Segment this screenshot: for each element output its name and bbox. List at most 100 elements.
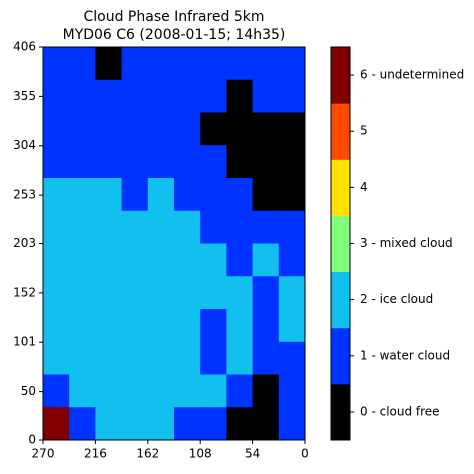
x-tick-label: 0 xyxy=(301,447,309,461)
cell xyxy=(69,79,96,113)
cell xyxy=(69,407,96,441)
y-tick-label: 406 xyxy=(13,40,36,54)
y-tick-label: 152 xyxy=(13,285,36,299)
cell xyxy=(121,243,149,277)
cell xyxy=(69,309,96,343)
cell xyxy=(278,178,306,212)
cell xyxy=(174,374,201,408)
cell xyxy=(226,276,254,310)
cell xyxy=(121,309,149,343)
cell xyxy=(43,407,70,441)
cell xyxy=(226,79,254,113)
x-tick-label: 108 xyxy=(189,447,212,461)
cell xyxy=(43,112,70,146)
cell xyxy=(43,309,70,343)
cell xyxy=(278,210,306,244)
colorbar-segment xyxy=(331,103,350,160)
cell xyxy=(174,243,201,277)
cell xyxy=(95,243,123,277)
x-tick-label: 162 xyxy=(136,447,159,461)
cell xyxy=(43,79,70,113)
cell xyxy=(200,341,227,375)
cell xyxy=(121,210,149,244)
colorbar-segment xyxy=(331,271,350,329)
cell xyxy=(147,47,175,81)
y-tick-label: 355 xyxy=(13,89,36,103)
cell xyxy=(95,341,123,375)
colorbar-label: 2 - ice cloud xyxy=(360,292,433,306)
cell xyxy=(43,210,70,244)
cell xyxy=(147,276,175,310)
cell xyxy=(147,341,175,375)
cell xyxy=(43,243,70,277)
cell xyxy=(174,407,201,441)
cell xyxy=(200,79,227,113)
cell xyxy=(147,407,175,441)
colorbar-label: 6 - undetermined xyxy=(360,68,464,82)
cell xyxy=(252,276,280,310)
cell xyxy=(174,210,201,244)
cell xyxy=(252,112,280,146)
cell xyxy=(95,112,123,146)
y-tick-label: 50 xyxy=(21,384,36,398)
y-tick-label: 203 xyxy=(13,236,36,250)
cell xyxy=(278,309,306,343)
cell xyxy=(200,374,227,408)
cell xyxy=(95,374,123,408)
y-tick-label: 304 xyxy=(13,138,36,152)
colorbar-segment xyxy=(331,327,350,385)
cell xyxy=(95,178,123,212)
cell xyxy=(226,47,254,81)
cell xyxy=(69,210,96,244)
x-tick-label: 54 xyxy=(245,447,260,461)
cell xyxy=(226,178,254,212)
cell xyxy=(147,309,175,343)
cell xyxy=(69,47,96,81)
cell xyxy=(147,210,175,244)
cell xyxy=(95,145,123,179)
y-tick-label: 253 xyxy=(13,188,36,202)
colorbar-segment xyxy=(331,47,350,104)
cell xyxy=(121,112,149,146)
cell xyxy=(226,309,254,343)
chart-subtitle: MYD06 C6 (2008-01-15; 14h35) xyxy=(63,27,286,43)
cell xyxy=(69,112,96,146)
cell xyxy=(69,341,96,375)
cell xyxy=(226,112,254,146)
cell xyxy=(43,276,70,310)
cell xyxy=(69,178,96,212)
colorbar-label: 3 - mixed cloud xyxy=(360,236,453,250)
cell xyxy=(200,243,227,277)
cell xyxy=(95,210,123,244)
cell xyxy=(147,112,175,146)
cell xyxy=(252,79,280,113)
cell xyxy=(278,276,306,310)
x-tick-label: 270 xyxy=(32,447,55,461)
cell xyxy=(226,210,254,244)
cell xyxy=(95,407,123,441)
colorbar-segment xyxy=(331,383,350,441)
cell xyxy=(95,47,123,81)
cell xyxy=(147,145,175,179)
cell xyxy=(278,243,306,277)
cell xyxy=(43,341,70,375)
cell xyxy=(95,79,123,113)
x-tick-label: 216 xyxy=(84,447,107,461)
cell xyxy=(121,341,149,375)
cell xyxy=(252,145,280,179)
cell xyxy=(95,276,123,310)
cell xyxy=(174,276,201,310)
cell xyxy=(226,243,254,277)
cell xyxy=(226,145,254,179)
cell xyxy=(252,210,280,244)
cell xyxy=(278,112,306,146)
cell xyxy=(200,407,227,441)
cell xyxy=(121,145,149,179)
cell xyxy=(174,112,201,146)
cell xyxy=(278,47,306,81)
cell xyxy=(200,47,227,81)
cell xyxy=(121,178,149,212)
cell xyxy=(278,374,306,408)
colorbar-segment xyxy=(331,215,350,273)
